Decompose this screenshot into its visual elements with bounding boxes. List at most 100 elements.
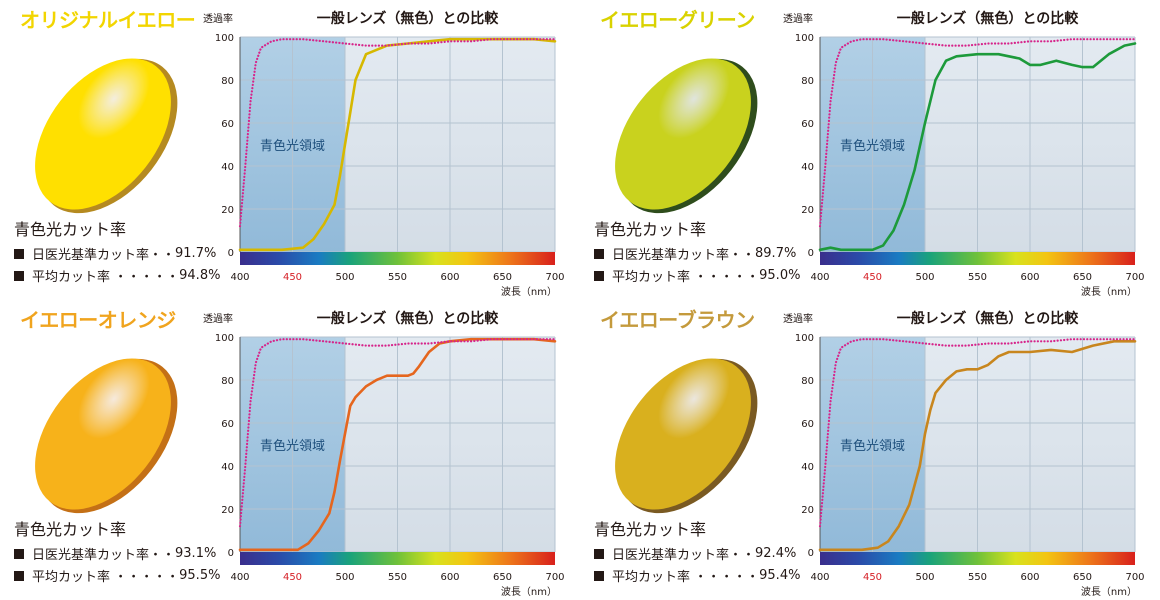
- transmittance-chart: 青色光領域 0 20 40 60 80 100 400 450 500 550 600 650 700 透過…: [195, 0, 580, 300]
- x-tick-label: 450: [863, 572, 882, 583]
- y-tick-label: 40: [221, 162, 234, 173]
- panel-yellow-orange: イエローオレンジ 青色光カット率 日医光基準カット率・・ 93.1% 平均カット率…: [0, 300, 580, 600]
- y-tick-label: 100: [795, 333, 814, 344]
- cut-rate-label: 平均カット率 ・・・・・: [612, 570, 760, 585]
- y-tick-label: 20: [221, 505, 234, 516]
- lens-face: [615, 358, 751, 510]
- spectrum-bar: [820, 252, 1135, 265]
- region-label: 青色光領域: [840, 138, 905, 154]
- bullet-square-icon: [14, 248, 24, 259]
- x-axis-label: 波長（nm）: [501, 285, 557, 298]
- cut-rate-value: 95.0%: [759, 268, 801, 283]
- lens-image: [35, 58, 178, 214]
- x-tick-label: 700: [1125, 272, 1144, 283]
- bullet-square-icon: [594, 570, 604, 581]
- x-tick-label: 550: [388, 572, 407, 583]
- panel-title: イエローブラウン: [600, 308, 755, 332]
- transmittance-chart: 青色光領域 0 20 40 60 80 100 400 450 500 550 600 650 700 透過…: [775, 300, 1160, 600]
- chart-title: 一般レンズ（無色）との比較: [897, 10, 1080, 27]
- cut-rate-label: 平均カット率 ・・・・・: [612, 270, 760, 285]
- panel-yellow-brown: イエローブラウン 青色光カット率 日医光基準カット率・・ 92.4% 平均カット率…: [580, 300, 1160, 600]
- cut-rate-label: 平均カット率 ・・・・・: [32, 570, 180, 585]
- cut-rate-value: 92.4%: [755, 546, 797, 561]
- x-tick-label: 650: [493, 572, 512, 583]
- cut-rate-value: 95.4%: [759, 568, 801, 583]
- cut-rate-average: 平均カット率 ・・・・・ 95.5%: [14, 566, 220, 585]
- lens-face: [35, 358, 171, 510]
- x-tick-label: 400: [230, 572, 249, 583]
- cut-rate-average: 平均カット率 ・・・・・ 95.0%: [594, 266, 800, 285]
- series-line-lens: [818, 339, 1137, 552]
- y-tick-label: 0: [808, 548, 814, 559]
- x-tick-label: 700: [1125, 572, 1144, 583]
- x-tick-label: 500: [915, 572, 934, 583]
- y-tick-label: 60: [221, 119, 234, 130]
- x-axis-label: 波長（nm）: [1081, 285, 1137, 298]
- x-tick-label: 600: [440, 572, 459, 583]
- y-tick-label: 0: [808, 248, 814, 259]
- cut-rate-label: 日医光基準カット率・・: [612, 248, 756, 263]
- x-tick-label: 500: [915, 272, 934, 283]
- bullet-square-icon: [594, 248, 604, 259]
- cut-rate-average: 平均カット率 ・・・・・ 95.4%: [594, 566, 800, 585]
- cut-rate-label: 日医光基準カット率・・: [32, 548, 176, 563]
- chart-svg: 青色光領域 0 20 40 60 80 100 400 450 500 550 600 650 700 透過…: [783, 310, 1145, 598]
- cut-rate-value: 91.7%: [175, 246, 217, 261]
- x-tick-label: 400: [230, 272, 249, 283]
- y-tick-label: 0: [228, 248, 234, 259]
- x-tick-label: 600: [1020, 272, 1039, 283]
- x-axis-label: 波長（nm）: [1081, 585, 1137, 598]
- chart-svg: 青色光領域 0 20 40 60 80 100 400 450 500 550 600 650 700 透過…: [203, 10, 565, 298]
- y-tick-label: 100: [215, 333, 234, 344]
- cut-rate-value: 95.5%: [179, 568, 221, 583]
- series-line-lens: [818, 42, 1137, 252]
- x-tick-label: 550: [388, 272, 407, 283]
- chart-title: 一般レンズ（無色）との比較: [317, 10, 500, 27]
- cut-rate-value: 93.1%: [175, 546, 217, 561]
- x-tick-label: 650: [493, 272, 512, 283]
- y-tick-label: 20: [221, 205, 234, 216]
- series-line-reference: [238, 338, 557, 528]
- y-tick-label: 40: [801, 162, 814, 173]
- series-line-reference: [238, 38, 557, 228]
- x-tick-label: 500: [335, 572, 354, 583]
- spectrum-bar: [240, 552, 555, 565]
- panel-original-yellow: オリジナルイエロー 青色光カット率 日医光基準カット率・・ 91.7% 平均カット…: [0, 0, 580, 300]
- y-tick-label: 80: [801, 376, 814, 387]
- cut-rate-standard: 日医光基準カット率・・ 92.4%: [594, 544, 796, 563]
- lens-face: [35, 58, 171, 210]
- x-tick-label: 500: [335, 272, 354, 283]
- y-tick-label: 80: [221, 376, 234, 387]
- cut-rate-heading: 青色光カット率: [14, 520, 127, 539]
- lens-face: [615, 58, 751, 210]
- y-tick-label: 60: [221, 419, 234, 430]
- y-axis-label: 透過率: [783, 12, 813, 25]
- y-tick-label: 40: [801, 462, 814, 473]
- x-tick-label: 650: [1073, 272, 1092, 283]
- region-label: 青色光領域: [840, 438, 905, 454]
- y-tick-label: 100: [795, 33, 814, 44]
- cut-rate-label: 日医光基準カット率・・: [612, 548, 756, 563]
- x-tick-label: 450: [863, 272, 882, 283]
- y-axis-label: 透過率: [203, 312, 233, 325]
- x-tick-label: 400: [810, 272, 829, 283]
- chart-svg: 青色光領域 0 20 40 60 80 100 400 450 500 550 600 650 700 透過…: [203, 310, 565, 598]
- cut-rate-heading: 青色光カット率: [594, 220, 707, 239]
- y-tick-label: 20: [801, 505, 814, 516]
- x-tick-label: 700: [545, 572, 564, 583]
- cut-rate-value: 89.7%: [755, 246, 797, 261]
- bullet-square-icon: [594, 548, 604, 559]
- chart-title: 一般レンズ（無色）との比較: [317, 310, 500, 327]
- spectrum-bar: [240, 252, 555, 265]
- y-axis-label: 透過率: [203, 12, 233, 25]
- cut-rate-standard: 日医光基準カット率・・ 89.7%: [594, 244, 796, 263]
- lens-image: [35, 358, 178, 514]
- x-tick-label: 400: [810, 572, 829, 583]
- cut-rate-heading: 青色光カット率: [594, 520, 707, 539]
- x-tick-label: 650: [1073, 572, 1092, 583]
- chart-svg: 青色光領域 0 20 40 60 80 100 400 450 500 550 600 650 700 透過…: [783, 10, 1145, 298]
- panel-title: イエローグリーン: [600, 8, 755, 32]
- series-line-reference: [818, 338, 1137, 528]
- y-tick-label: 80: [801, 76, 814, 87]
- x-tick-label: 600: [1020, 572, 1039, 583]
